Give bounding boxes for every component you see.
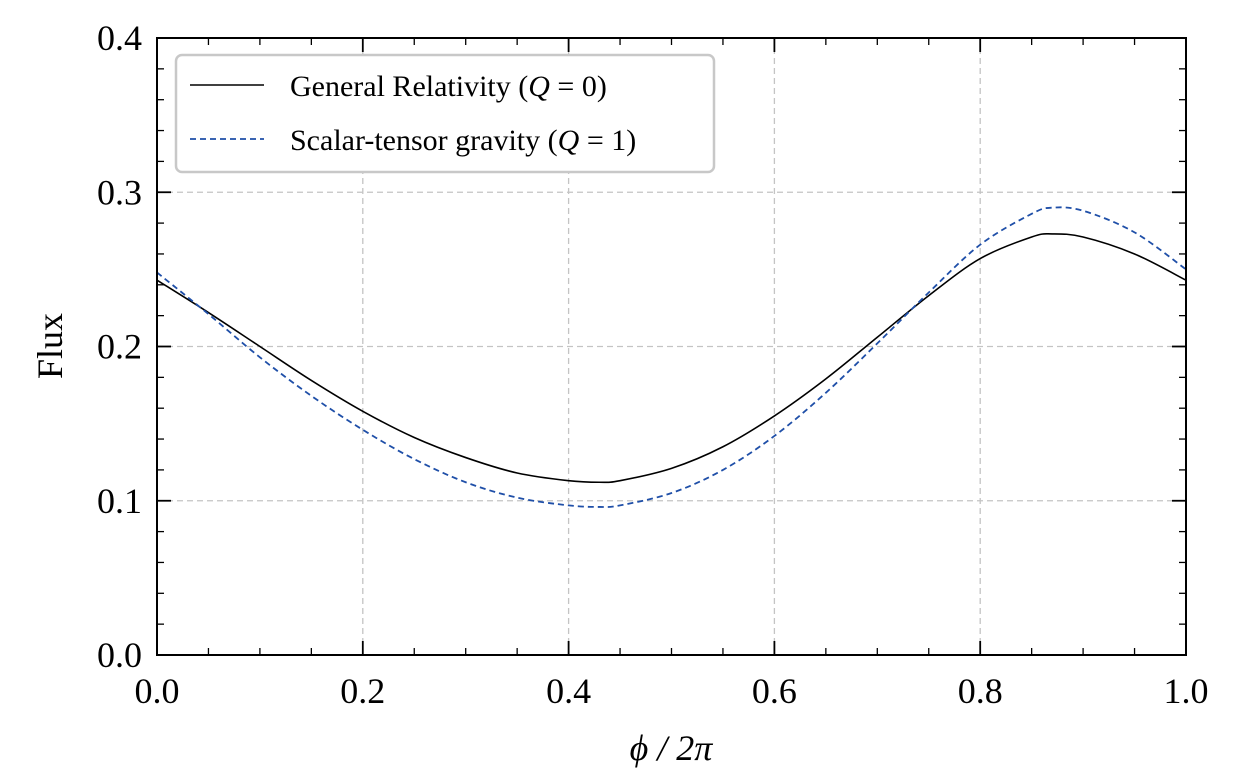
legend-label-st: Scalar-tensor gravity (Q = 1): [290, 124, 636, 157]
x-axis-label: ϕ / 2π: [630, 728, 714, 768]
legend: General Relativity (Q = 0) Scalar-tensor…: [174, 53, 716, 174]
legend-label-gr: General Relativity (Q = 0): [290, 70, 607, 103]
tick-layer: [156, 37, 1187, 656]
x-tick-label: 0.4: [546, 671, 591, 711]
y-tick-label: 0.0: [97, 635, 142, 675]
y-tick-label: 0.4: [97, 18, 142, 58]
x-tick-label: 0.0: [135, 671, 180, 711]
x-tick-label: 0.6: [752, 671, 797, 711]
series-layer: [156, 206, 1187, 508]
y-tick-label: 0.3: [97, 172, 142, 212]
x-tick-label: 0.2: [340, 671, 385, 711]
series-line-scalar-tensor: [156, 206, 1187, 508]
series-line-general-relativity: [156, 232, 1187, 484]
tick-label-layer: 0.0 0.2 0.4 0.6 0.8 1.0 0.0 0.1 0.2 0.3 0.4: [97, 18, 1209, 711]
y-axis-label: Flux: [30, 313, 70, 379]
x-tick-label: 1.0: [1164, 671, 1209, 711]
x-tick-label: 0.8: [958, 671, 1003, 711]
y-tick-label: 0.2: [97, 327, 142, 367]
legend-box: [174, 53, 716, 174]
y-tick-label: 0.1: [97, 481, 142, 521]
